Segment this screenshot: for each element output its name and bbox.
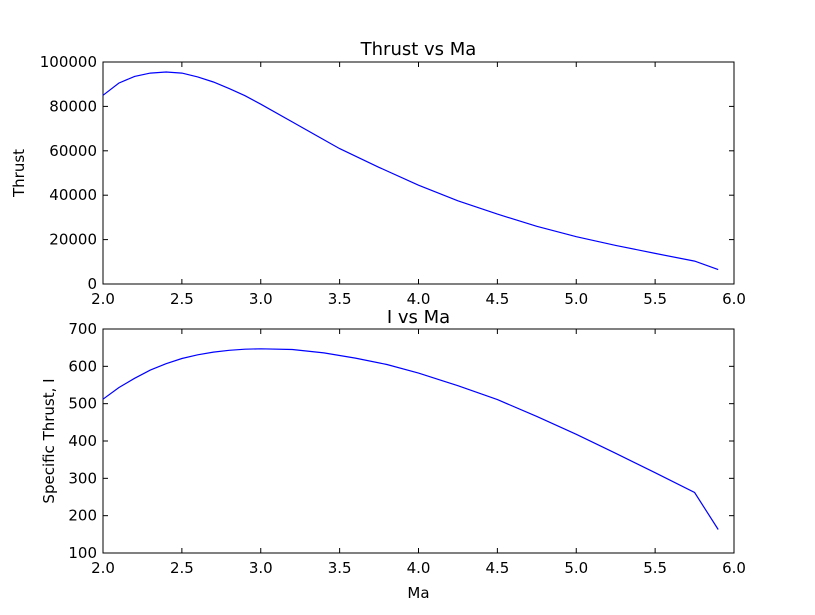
x-tick-label: 2.0 (91, 290, 115, 308)
y-tick-label: 0 (87, 275, 97, 293)
y-tick-label: 700 (68, 320, 97, 338)
x-tick-label: 2.5 (170, 559, 194, 577)
y-tick-label: 60000 (49, 142, 97, 160)
chart-title: Thrust vs Ma (360, 39, 477, 60)
x-tick-label: 5.0 (564, 559, 588, 577)
series-line (102, 71, 719, 271)
plot-frame (102, 328, 735, 554)
y-tick-label: 20000 (49, 231, 97, 249)
y-tick-label: 400 (68, 432, 97, 450)
y-tick-label: 600 (68, 357, 97, 375)
x-tick-label: 5.5 (643, 290, 667, 308)
x-tick-label: 6.0 (722, 290, 746, 308)
chart-title: I vs Ma (387, 307, 450, 328)
x-tick-label: 4.5 (485, 559, 509, 577)
x-tick-label: 2.0 (91, 559, 115, 577)
x-tick-label: 4.0 (407, 559, 431, 577)
x-tick-label: 5.0 (564, 290, 588, 308)
series-line (102, 348, 719, 530)
x-tick-label: 4.5 (485, 290, 509, 308)
chart-thrust-vs-ma: Thrust vs Ma Thrust 2.0 2.5 3.0 3.5 4.0 4.5 5.… (10, 39, 746, 308)
y-axis-label: Specific Thrust, I (40, 378, 58, 503)
y-tick-label: 80000 (49, 97, 97, 115)
y-axis-label: Thrust (10, 149, 28, 198)
x-tick-label: 3.0 (249, 559, 273, 577)
x-tick-label: 3.0 (249, 290, 273, 308)
x-tick-label: 6.0 (722, 559, 746, 577)
x-axis-label: Ma (407, 584, 429, 602)
y-tick-label: 300 (68, 469, 97, 487)
x-tick-label: 4.0 (407, 290, 431, 308)
y-tick-label: 500 (68, 395, 97, 413)
x-tick-label: 3.5 (328, 290, 352, 308)
x-tick-label: 2.5 (170, 290, 194, 308)
x-tick-label: 3.5 (328, 559, 352, 577)
y-tick-label: 100000 (40, 53, 97, 71)
y-tick-label: 100 (68, 544, 97, 562)
chart-i-vs-ma: I vs Ma Specific Thrust, I Ma 2.0 2.5 3.0 3… (40, 307, 746, 602)
x-tick-label: 5.5 (643, 559, 667, 577)
y-tick-label: 200 (68, 507, 97, 525)
y-tick-label: 40000 (49, 186, 97, 204)
